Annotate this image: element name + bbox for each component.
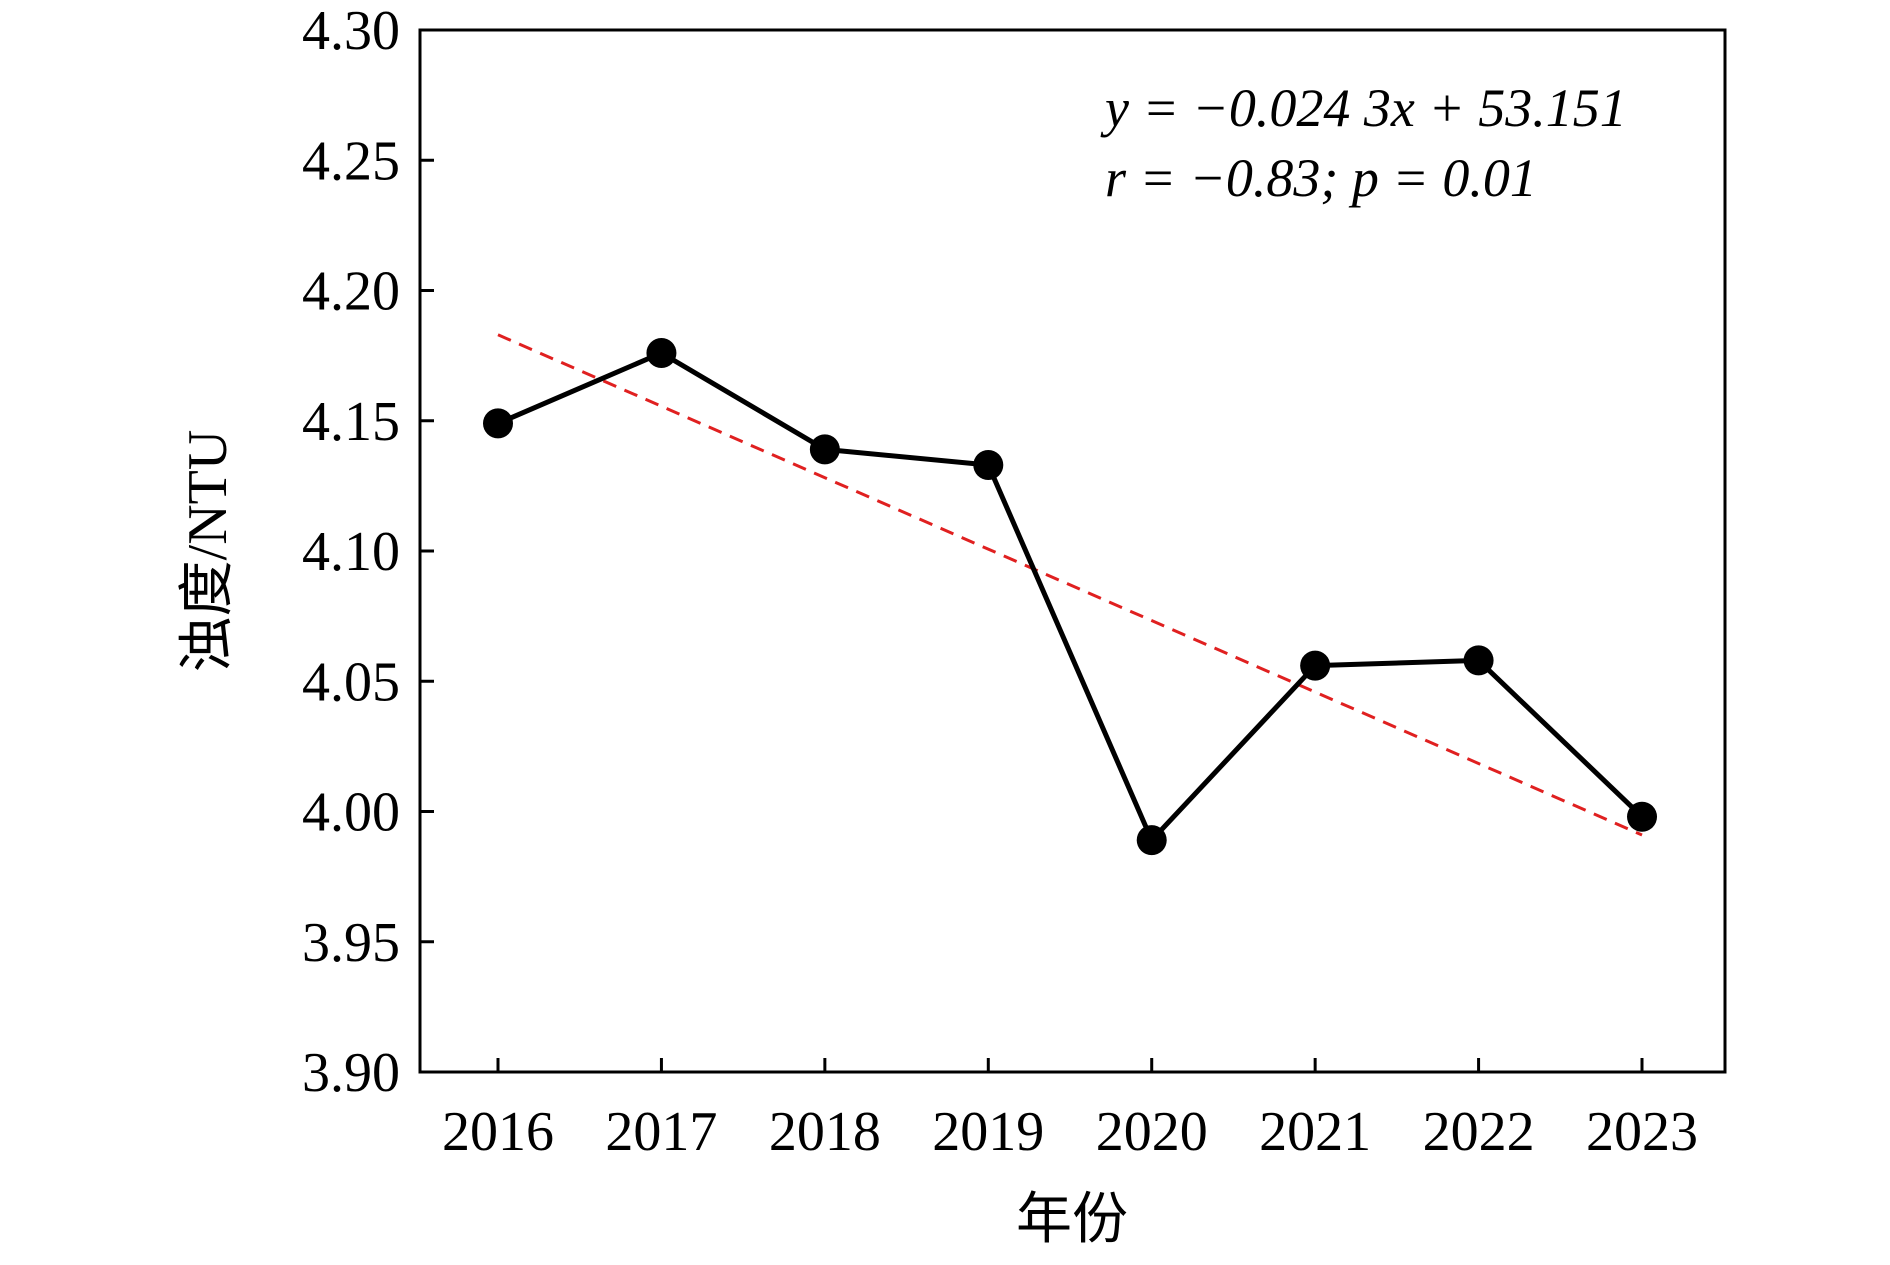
y-tick-label: 4.25 xyxy=(302,130,400,192)
y-axis: 3.90 3.95 4.00 4.05 4.10 4.15 4.20 4.25 4.30 xyxy=(302,0,434,1104)
y-tick-label: 3.90 xyxy=(302,1042,400,1104)
x-tick-label: 2022 xyxy=(1423,1101,1535,1163)
y-tick-label: 4.15 xyxy=(302,391,400,453)
x-tick-label: 2020 xyxy=(1096,1101,1208,1163)
x-tick-label: 2017 xyxy=(605,1101,717,1163)
data-point-2019 xyxy=(973,450,1004,481)
y-tick-label: 4.05 xyxy=(302,651,400,713)
data-point-2021 xyxy=(1300,650,1331,681)
x-tick-label: 2021 xyxy=(1259,1101,1371,1163)
y-tick-label: 4.00 xyxy=(302,782,400,844)
x-tick-label: 2018 xyxy=(769,1101,881,1163)
correlation-stats: r = −0.83; p = 0.01 xyxy=(1105,148,1537,208)
data-point-2023 xyxy=(1627,801,1658,832)
x-axis: 2016 2017 2018 2019 2020 2021 2022 2023 xyxy=(442,1058,1698,1163)
y-tick-label: 3.95 xyxy=(302,912,400,974)
series-line xyxy=(497,350,1644,843)
data-point-2018 xyxy=(809,434,840,465)
series-layer xyxy=(483,338,1658,856)
data-point-2020 xyxy=(1136,825,1167,856)
x-tick-label: 2023 xyxy=(1586,1101,1698,1163)
x-axis-title: 年份 xyxy=(1016,1189,1128,1251)
trendline-layer xyxy=(497,333,1643,837)
y-tick-label: 4.20 xyxy=(302,261,400,323)
data-point-2022 xyxy=(1463,645,1494,676)
trendline xyxy=(497,333,1643,837)
y-tick-label: 4.10 xyxy=(302,521,400,583)
x-tick-label: 2019 xyxy=(932,1101,1044,1163)
data-point-2016 xyxy=(483,408,513,439)
y-tick-label: 4.30 xyxy=(302,0,400,62)
regression-equation: y = −0.024 3x + 53.151 xyxy=(1100,78,1627,138)
y-axis-title: 浊度/NTU xyxy=(177,430,239,673)
data-point-2017 xyxy=(646,338,677,369)
x-tick-label: 2016 xyxy=(442,1101,554,1163)
